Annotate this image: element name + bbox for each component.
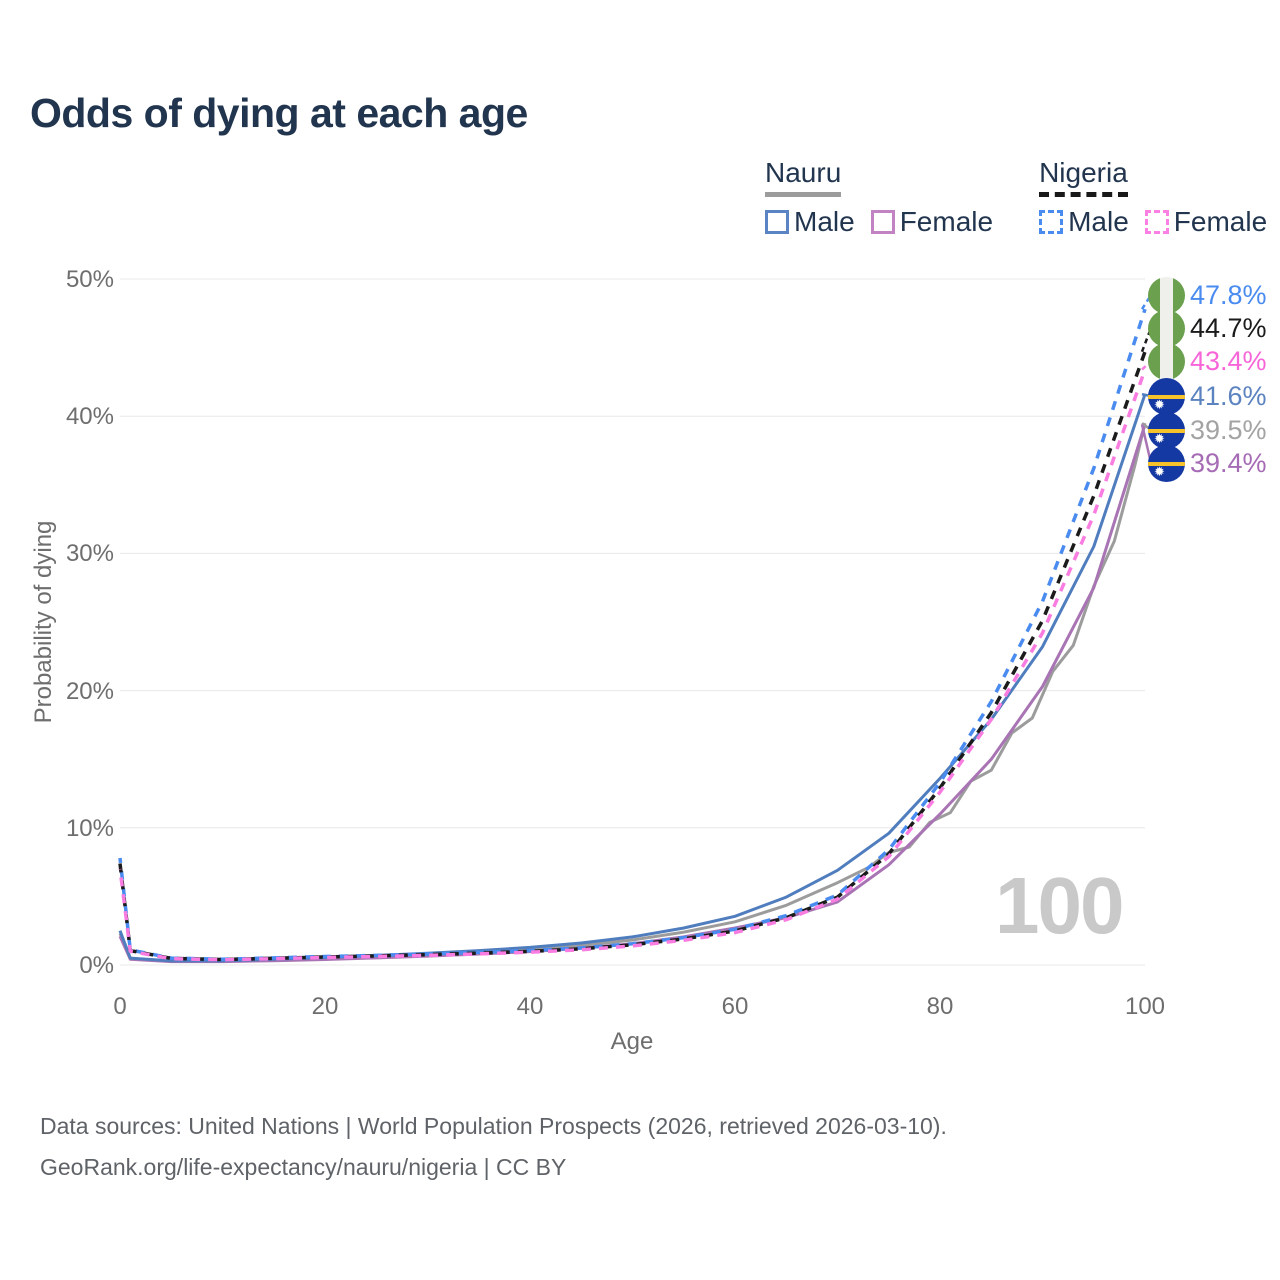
end-label-nigeria-male: 47.8% — [1148, 277, 1267, 314]
end-label-nigeria-female: 43.4% — [1148, 343, 1267, 380]
legend-label-nigeria-female[interactable]: Female — [1173, 205, 1268, 237]
end-label-nauru-both: ✹ 39.5% — [1148, 412, 1267, 449]
legend-country-nauru[interactable]: Nauru — [765, 157, 842, 197]
y-tick-20: 20% — [65, 677, 114, 705]
legend-label-nauru-male[interactable]: Male — [794, 205, 855, 237]
end-value-nigeria-female: 43.4% — [1190, 346, 1267, 376]
series-line-nigeria-both[interactable] — [118, 351, 1147, 962]
series-line-nigeria-female[interactable] — [118, 369, 1147, 962]
y-tick-30: 30% — [65, 540, 114, 568]
nauru-flag-star: ✹ — [1154, 464, 1165, 479]
legend-country-nigeria[interactable]: Nigeria — [1039, 157, 1128, 197]
x-tick-0: 0 — [113, 993, 127, 1020]
end-label-nigeria-both: 44.7% — [1148, 310, 1267, 347]
x-tick-20: 20 — [311, 993, 339, 1020]
x-tick-60: 60 — [721, 993, 749, 1020]
nauru-flag-stripe — [1148, 395, 1185, 399]
nauru-flag-icon: ✹ — [1148, 378, 1185, 415]
end-value-nauru-male: 41.6% — [1190, 381, 1267, 411]
legend-group-nigeria: Nigeria Male Female — [1039, 157, 1280, 238]
footer-sources: Data sources: United Nations | World Pop… — [40, 1113, 947, 1139]
x-tick-100: 100 — [1124, 993, 1166, 1020]
legend-swatch-nigeria-female[interactable] — [1144, 209, 1169, 234]
x-tick-40: 40 — [516, 993, 544, 1020]
legend-swatch-nigeria-male[interactable] — [1039, 209, 1064, 234]
x-tick-80: 80 — [926, 993, 954, 1020]
end-label-nauru-male: ✹ 41.6% — [1148, 378, 1267, 415]
footer-attribution: GeoRank.org/life-expectancy/nauru/nigeri… — [40, 1153, 567, 1180]
x-axis-title: Age — [610, 1028, 654, 1055]
y-tick-50: 50% — [65, 266, 114, 293]
legend-items: Male Female — [1039, 206, 1280, 238]
legend-swatch-nauru-female[interactable] — [870, 209, 895, 234]
legend: Nauru Male Female Nigeria Male Female — [765, 157, 1280, 238]
legend-label-nigeria-male[interactable]: Male — [1068, 205, 1129, 237]
nauru-flag-star: ✹ — [1154, 431, 1165, 446]
nigeria-flag-icon — [1148, 310, 1185, 347]
end-value-nigeria-both: 44.7% — [1190, 313, 1267, 343]
page-title: Odds of dying at each age — [30, 90, 528, 136]
series-line-nauru-both[interactable] — [118, 422, 1147, 963]
series-line-nigeria-male[interactable] — [118, 308, 1147, 961]
y-tick-0: 0% — [79, 952, 114, 979]
legend-swatch-nauru-male[interactable] — [765, 209, 789, 234]
hover-age-watermark: 100 — [995, 861, 1124, 950]
legend-label-nauru-female[interactable]: Female — [899, 205, 994, 237]
end-value-nauru-female: 39.4% — [1190, 448, 1267, 478]
nigeria-flag-icon — [1148, 277, 1185, 314]
nauru-flag-icon: ✹ — [1148, 412, 1185, 449]
footer: Data sources: United Nations | World Pop… — [40, 1106, 947, 1188]
y-tick-40: 40% — [65, 403, 114, 431]
nauru-flag-stripe — [1148, 462, 1185, 466]
legend-group-nauru: Nauru Male Female — [765, 157, 1009, 238]
nauru-flag-icon: ✹ — [1148, 445, 1185, 482]
nigeria-flag-icon — [1148, 343, 1185, 380]
nauru-flag-stripe — [1148, 429, 1185, 433]
series-line-nauru-female[interactable] — [118, 423, 1147, 964]
end-label-nauru-female: ✹ 39.4% — [1148, 445, 1267, 482]
end-value-nauru-both: 39.5% — [1190, 415, 1267, 445]
y-tick-10: 10% — [65, 814, 114, 842]
end-value-nigeria-male: 47.8% — [1190, 280, 1267, 310]
nauru-flag-star: ✹ — [1154, 397, 1165, 412]
legend-items: Male Female — [765, 206, 1009, 238]
series-line-nauru-male[interactable] — [118, 393, 1147, 963]
